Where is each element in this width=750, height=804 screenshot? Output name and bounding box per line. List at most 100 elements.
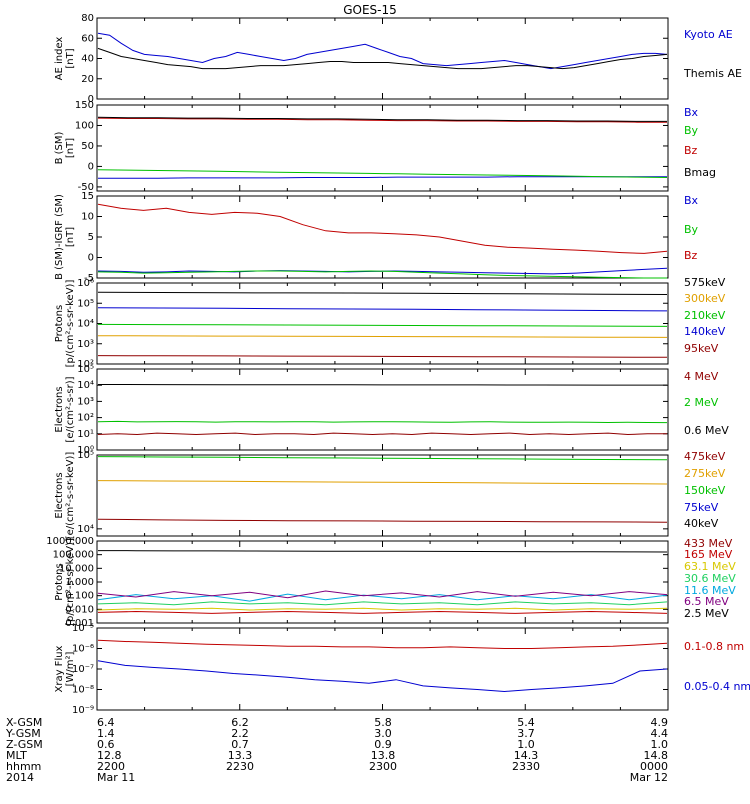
footer-value: 3.7 xyxy=(517,727,535,740)
panel-7-series-6-5-mev xyxy=(97,590,668,599)
panel-8-tick-label: 10⁻⁷ xyxy=(72,664,94,675)
panel-6-legend-150kev: 150keV xyxy=(684,484,726,497)
footer-value: 5.4 xyxy=(517,716,535,729)
panel-2-series-by xyxy=(97,169,668,178)
panel-7-ylabel: Protons xyxy=(54,563,65,600)
chart-title: GOES-15 xyxy=(343,3,397,17)
footer-value: 1.0 xyxy=(651,738,669,751)
panel-8-series-0-1-0-8-nm xyxy=(97,639,668,649)
panel-7-ylabel: [p/(cm²-s-sr-keV)] xyxy=(65,538,76,626)
panel-2-legend-bz: Bz xyxy=(684,144,698,157)
panel-4-legend-575kev: 575keV xyxy=(684,276,726,289)
panel-7-tick-label: 1.000 xyxy=(65,577,94,588)
panel-4-tick-label: 10² xyxy=(77,359,94,370)
panel-4-ylabel: Protons xyxy=(54,305,65,342)
panel-1-series-kyoto-ae xyxy=(97,32,668,70)
panel-7-legend-433-mev: 433 MeV xyxy=(684,537,733,550)
footer-value: 0.7 xyxy=(231,738,249,751)
panel-4-legend-95kev: 95keV xyxy=(684,342,719,355)
panel-5-tick-label: 10⁴ xyxy=(77,380,94,391)
footer-row-label: Z-GSM xyxy=(6,738,43,751)
panel-2-ylabel: B (SM) xyxy=(54,131,65,164)
panel-2-series-bmag xyxy=(97,116,667,122)
panel-3-legend-bx: Bx xyxy=(684,194,699,207)
panel-4-tick-label: 10³ xyxy=(77,339,94,350)
panel-1-legend-themis-ae: Themis AE xyxy=(683,67,742,80)
footer-row-label: Y-GSM xyxy=(5,727,41,740)
panel-3-tick-label: 0 xyxy=(88,253,94,264)
panel-3-legend-bz: Bz xyxy=(684,249,698,262)
panel-1-tick-label: 0 xyxy=(88,94,94,105)
panel-6-legend-275kev: 275keV xyxy=(684,467,726,480)
footer-value: Mar 12 xyxy=(630,771,668,784)
panel-4-frame xyxy=(96,282,669,365)
panel-5-ylabel: Electrons xyxy=(54,386,65,432)
panel-3-series-bz xyxy=(97,203,668,254)
panel-5-tick-label: 10¹ xyxy=(77,429,94,440)
panel-4-tick-label: 10⁶ xyxy=(77,278,94,289)
footer-value: Mar 11 xyxy=(97,771,135,784)
panel-6-ylabel: [e/(cm²-s-sr-keV)] xyxy=(65,452,76,540)
panel-3-tick-label: -5 xyxy=(84,273,94,284)
panel-6-ylabel: Electrons xyxy=(54,472,65,518)
panel-7-tick-label: 0.010 xyxy=(65,604,94,615)
panel-6-legend-75kev: 75keV xyxy=(684,501,719,514)
panel-2-series-bz xyxy=(97,117,667,123)
panel-2-tick-label: 0 xyxy=(88,161,94,172)
panel-5-series-0-6-mev xyxy=(97,384,667,386)
panel-8-series-0-05-0-4-nm xyxy=(97,660,668,693)
footer-value: 2300 xyxy=(369,760,397,773)
footer-value: 2330 xyxy=(512,760,540,773)
panel-2-legend-by: By xyxy=(684,124,699,137)
panel-1-tick-label: 60 xyxy=(81,33,94,44)
panel-5-frame xyxy=(96,368,669,451)
panel-2-tick-label: 150 xyxy=(75,100,94,111)
footer-value: 0000 xyxy=(640,760,668,773)
panel-7-series-11-6-mev xyxy=(97,593,668,602)
panel-6-series-150kev xyxy=(97,456,668,461)
panel-1-ylabel: [nT] xyxy=(65,48,76,68)
panel-4-ylabel: [p/(cm²-s-sr-keV)] xyxy=(65,280,76,368)
panel-5-legend-4-mev: 4 MeV xyxy=(684,370,719,383)
panel-7-legend-11-6-mev: 11.6 MeV xyxy=(684,584,736,597)
panel-2-ylabel: [nT] xyxy=(65,138,76,158)
footer-row-label: hhmm xyxy=(6,760,41,773)
footer-value: 14.8 xyxy=(644,749,669,762)
panel-1-series-themis-ae xyxy=(97,47,668,70)
panel-2-tick-label: 50 xyxy=(81,141,94,152)
footer-value: 0.9 xyxy=(374,738,392,751)
panel-5-legend-0-6-mev: 0.6 MeV xyxy=(684,424,729,437)
panel-3-series-by xyxy=(97,270,667,279)
footer-value: 6.4 xyxy=(97,716,115,729)
panel-1-tick-label: 80 xyxy=(81,13,94,24)
panel-1-tick-label: 40 xyxy=(81,54,94,65)
footer-value: 13.8 xyxy=(371,749,396,762)
panel-7-legend-30-6-mev: 30.6 MeV xyxy=(684,572,736,585)
footer-row-label: X-GSM xyxy=(6,716,42,729)
footer-row-label: MLT xyxy=(6,749,27,762)
panel-1-legend-kyoto-ae: Kyoto AE xyxy=(684,28,733,41)
panel-7-legend-165-mev: 165 MeV xyxy=(684,548,733,561)
panel-4-legend-300kev: 300keV xyxy=(684,292,726,305)
footer-value: 4.9 xyxy=(651,716,669,729)
panel-3-tick-label: 5 xyxy=(88,232,94,243)
panel-5-ylabel: [e/(cm²-s-sr)] xyxy=(65,376,76,442)
panel-7-legend-6-5-mev: 6.5 MeV xyxy=(684,595,729,608)
panel-7-tick-label: 0.100 xyxy=(65,591,94,602)
footer-value: 1.4 xyxy=(97,727,115,740)
footer-value: 2230 xyxy=(226,760,254,773)
panel-4-series-210kev xyxy=(97,323,668,327)
footer-value: 6.2 xyxy=(231,716,249,729)
panel-4-series-95kev xyxy=(97,355,668,358)
footer-value: 4.4 xyxy=(651,727,669,740)
panel-5-series-2-mev xyxy=(97,420,668,424)
panel-6-tick-label: 10⁴ xyxy=(77,524,94,535)
panel-4-series-140kev xyxy=(97,307,668,312)
panel-1-frame xyxy=(96,17,669,100)
footer-value: 0.6 xyxy=(97,738,115,751)
panel-4-tick-label: 10⁴ xyxy=(77,319,94,330)
panel-1-tick-label: 20 xyxy=(81,74,94,85)
panel-7-tick-label: 1000.000 xyxy=(46,536,94,547)
panel-5-legend-2-mev: 2 MeV xyxy=(684,396,719,409)
